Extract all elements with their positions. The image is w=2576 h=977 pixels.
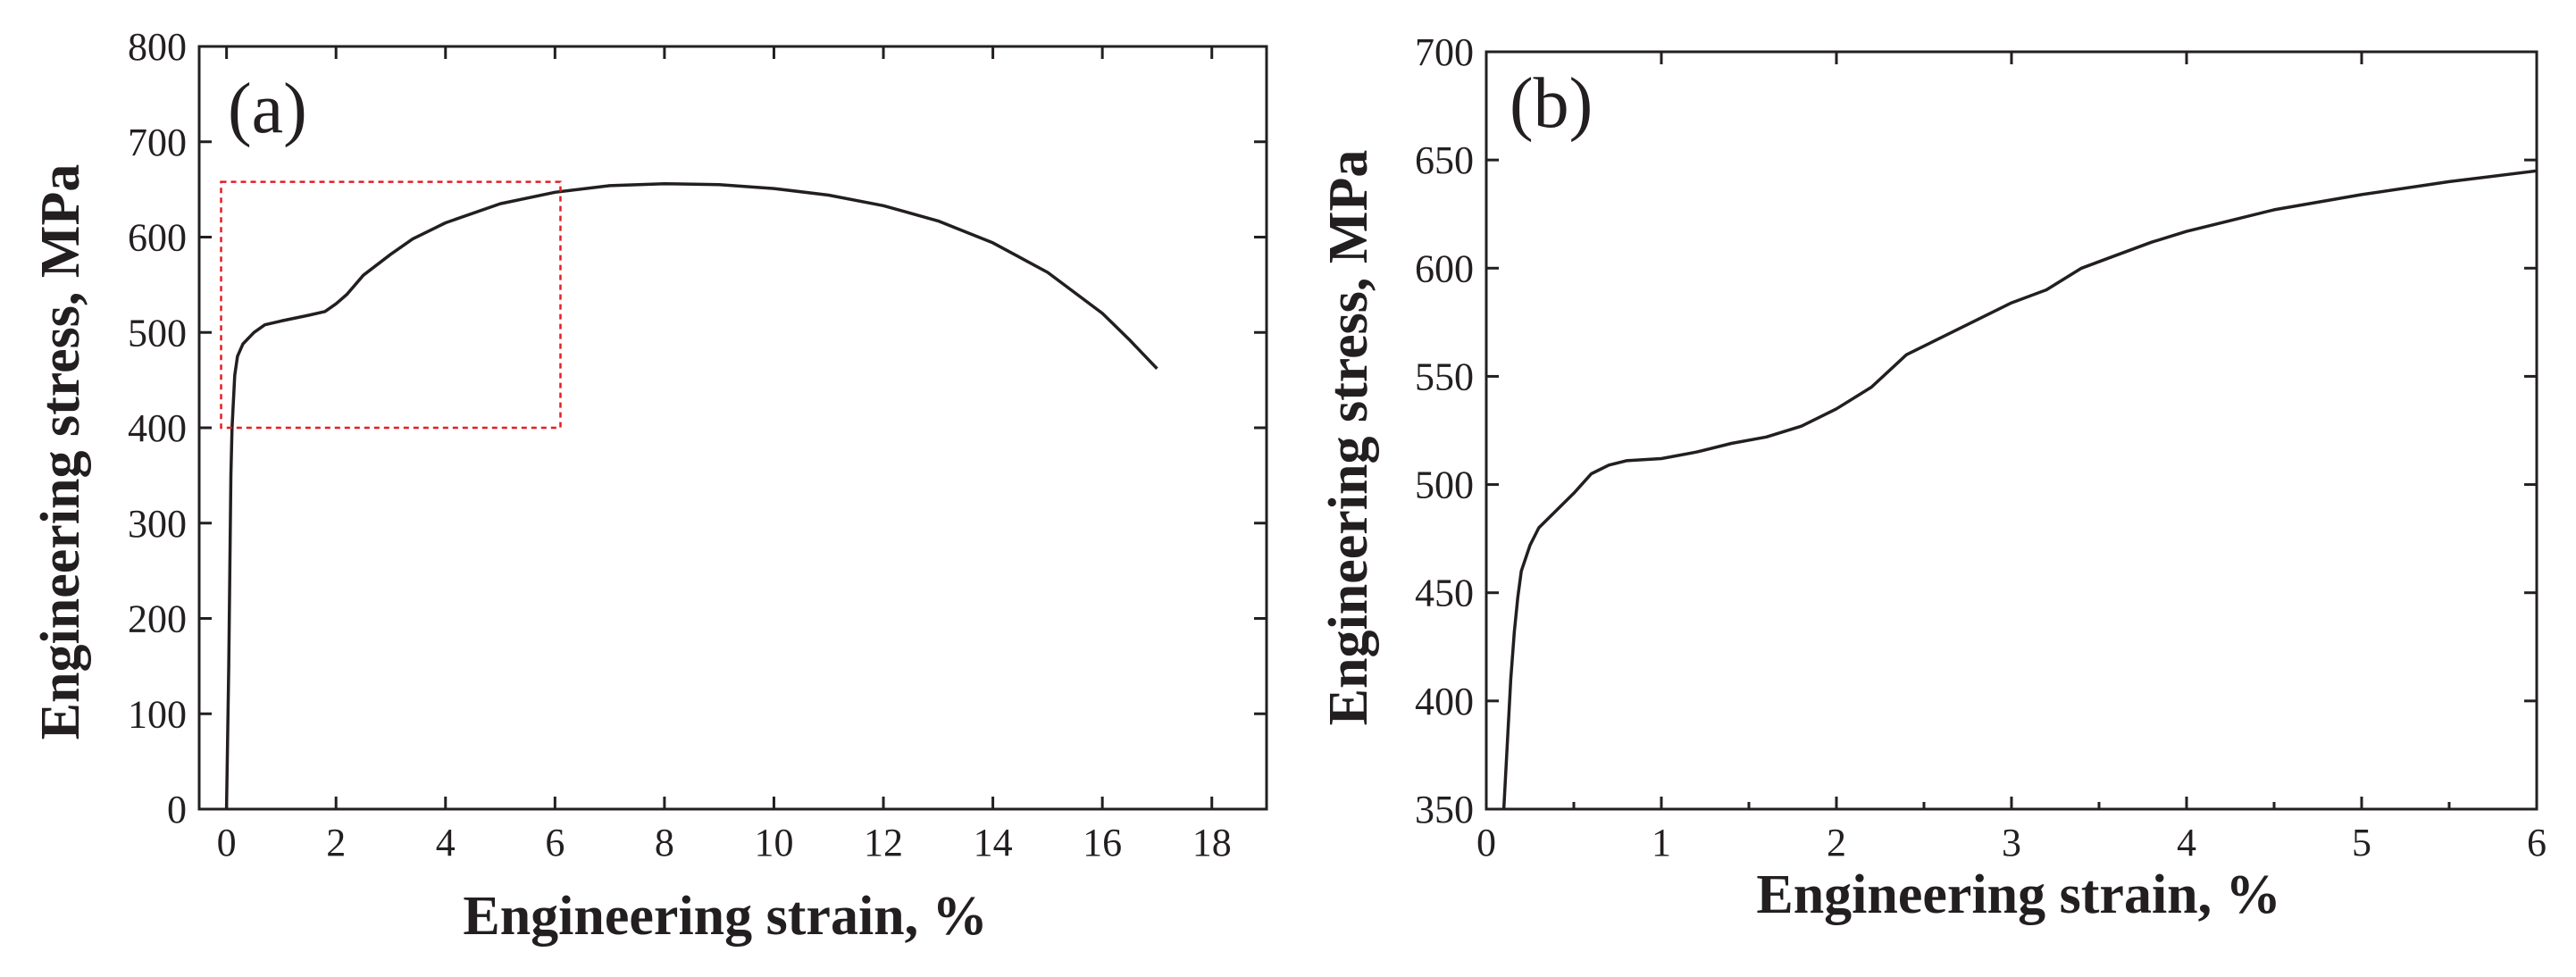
panel-a-x-axis-title: Engineering strain, % [463,886,987,947]
panel-b-plot-frame [1485,50,2538,811]
panel-a-y-tick-label: 500 [128,311,187,355]
panel-a-x-tick-label: 18 [1192,821,1232,864]
panel-a-y-tick-label: 600 [128,216,187,260]
panel-a-stress-strain-curve [224,181,1158,810]
panel-a-y-axis-title: Engineering stress, MPa [30,164,91,740]
panel-b-x-tick-label: 4 [2177,821,2196,864]
panel-b-y-tick-label: 550 [1415,355,1474,398]
panel-a-stress-strain-chart: 0 2 4 6 8 10 12 14 16 18 0 100 200 300 400 500 600 700 800… [30,25,1268,947]
panel-b-y-tick-label: 700 [1415,30,1474,74]
panel-a-x-tick-label: 8 [655,821,674,864]
panel-a-y-tick-label: 400 [128,406,187,450]
panel-a-y-tick-label: 700 [128,121,187,164]
panel-b-x-tick-label: 1 [1652,821,1671,864]
panel-a-x-tick-label: 2 [326,821,346,864]
panel-b-x-axis-title: Engineering strain, % [1756,864,2280,925]
panel-b-x-tick-label: 5 [2352,821,2371,864]
panel-b-stress-strain-chart: 0 1 2 3 4 5 6 350 400 450 500 550 600 650 700 (b) Engi… [1318,30,2547,925]
panel-b-y-axis-title: Engineering stress, MPa [1318,150,1379,726]
panel-a-x-tick-label: 0 [217,821,237,864]
panel-b-y-tick-label: 450 [1415,572,1474,615]
panel-b-y-tick-label: 400 [1415,680,1474,723]
panel-a-x-tick-label: 14 [974,821,1013,864]
panel-a-x-tick-label: 16 [1083,821,1122,864]
panel-b-y-tick-label: 650 [1415,138,1474,182]
panel-b-x-tick-label: 3 [2002,821,2021,864]
panel-a-x-tick-label: 4 [436,821,456,864]
panel-a-y-tick-label: 100 [128,692,187,736]
panel-a-plot-frame [197,45,1268,811]
panel-a-y-tick-label: 800 [128,25,187,69]
panel-a-label: (a) [228,70,307,148]
panel-b-x-tick-label: 6 [2527,821,2547,864]
panel-a-y-tick-label: 300 [128,502,187,546]
panel-b-x-tick-label: 2 [1827,821,1846,864]
panel-b-y-tick-label: 350 [1415,788,1474,831]
panel-a-x-tick-label: 10 [754,821,793,864]
panel-a-y-tick-label: 0 [167,788,187,831]
panel-b-label: (b) [1510,64,1593,143]
panel-b-y-tick-label: 500 [1415,463,1474,507]
panel-a-x-tick-label: 6 [545,821,565,864]
panel-a-zoom-region-box [220,180,562,430]
panel-b-x-tick-label: 0 [1476,821,1496,864]
panel-a-x-tick-label: 12 [864,821,903,864]
panel-b-stress-strain-curve [1501,169,2538,810]
panel-a-y-tick-label: 200 [128,597,187,641]
panel-b-y-tick-label: 600 [1415,246,1474,290]
